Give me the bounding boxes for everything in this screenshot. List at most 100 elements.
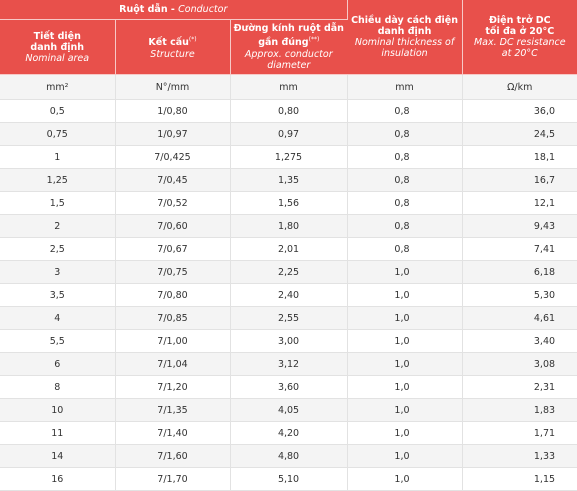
table-cell: 1,0 (347, 375, 463, 399)
table-cell: 1,5 (0, 191, 116, 215)
table-cell: 1,15 (462, 467, 577, 491)
table-cell: 16 (0, 467, 116, 491)
table-cell: 7/1,35 (115, 398, 231, 422)
table-cell: 2,5 (0, 237, 116, 261)
table-cell: 2 (0, 214, 116, 238)
table-cell: 5,5 (0, 329, 116, 353)
table-cell: 3,40 (462, 329, 577, 353)
nominal-area-vi-2: danh định (30, 41, 85, 53)
table-cell: 1,0 (347, 398, 463, 422)
table-row: 5,5 7/1,00 3,00 1,0 3,40 (0, 329, 577, 353)
insulation-header: Chiều dày cách điện danh định Nominal th… (347, 0, 463, 75)
table-row: 3,5 7/0,80 2,40 1,0 5,30 (0, 283, 577, 307)
nominal-area-vi-1: Tiết diện (33, 30, 81, 42)
table-row: 3 7/0,75 2,25 1,0 6,18 (0, 260, 577, 284)
table-cell: 0,8 (347, 168, 463, 192)
resistance-header: Điện trở DC tối đa ở 20°C Max. DC resist… (462, 0, 577, 75)
table-cell: 1,83 (462, 398, 577, 422)
diameter-vi-1: Đường kính ruột dẫn (233, 23, 344, 35)
table-cell: 1,80 (230, 214, 348, 238)
table-cell: 0,97 (230, 122, 348, 146)
unit-cell: mm (347, 74, 463, 100)
resistance-header-en-1: Max. DC resistance (473, 37, 566, 48)
table-cell: 1,0 (347, 283, 463, 307)
table-cell: 14 (0, 444, 116, 468)
table-cell: 7/1,70 (115, 467, 231, 491)
table-cell: 1,0 (347, 306, 463, 330)
unit-cell: N°/mm (115, 74, 231, 100)
table-cell: 0,8 (347, 214, 463, 238)
diameter-header: Đường kính ruột dẫn gần đúng(**) Approx.… (230, 19, 348, 75)
table-row: 2,5 7/0,67 2,01 0,8 7,41 (0, 237, 577, 261)
table-cell: 1,33 (462, 444, 577, 468)
table-row: 1,25 7/0,45 1,35 0,8 16,7 (0, 168, 577, 192)
table-cell: 7,41 (462, 237, 577, 261)
structure-vi: Kết cấu (148, 37, 189, 49)
unit-cell: mm (230, 74, 348, 100)
table-cell: 7/0,85 (115, 306, 231, 330)
table-cell: 7/0,52 (115, 191, 231, 215)
table-cell: 36,0 (462, 99, 577, 123)
table-cell: 4 (0, 306, 116, 330)
table-cell: 2,31 (462, 375, 577, 399)
table-cell: 1,0 (347, 260, 463, 284)
resistance-header-vi-1: Điện trở DC (488, 15, 551, 26)
structure-en: Structure (150, 48, 195, 60)
table-cell: 24,5 (462, 122, 577, 146)
structure-footnote-mark: (*) (188, 36, 197, 44)
table-row: 4 7/0,85 2,55 1,0 4,61 (0, 306, 577, 330)
table-cell: 0,80 (230, 99, 348, 123)
table-cell: 1 (0, 145, 116, 169)
diameter-en-2: diameter (267, 59, 311, 71)
table-cell: 7/0,425 (115, 145, 231, 169)
table-row: 0,75 1/0,97 0,97 0,8 24,5 (0, 122, 577, 146)
table-cell: 2,40 (230, 283, 348, 307)
table-row: 0,5 1/0,80 0,80 0,8 36,0 (0, 99, 577, 123)
table-cell: 2,55 (230, 306, 348, 330)
table-cell: 0,8 (347, 237, 463, 261)
table-cell: 7/1,00 (115, 329, 231, 353)
table-cell: 6 (0, 352, 116, 376)
table-cell: 10 (0, 398, 116, 422)
conductor-group-header: Ruột dẫn - Conductor (0, 0, 348, 20)
unit-cell: mm² (0, 74, 116, 100)
nominal-area-header: Tiết diện danh định Nominal area (0, 19, 116, 75)
table-row: 2 7/0,60 1,80 0,8 9,43 (0, 214, 577, 238)
table-row: 10 7/1,35 4,05 1,0 1,83 (0, 398, 577, 422)
table-cell: 1,0 (347, 352, 463, 376)
table-cell: 1,0 (347, 444, 463, 468)
table-cell: 1/0,97 (115, 122, 231, 146)
table-cell: 18,1 (462, 145, 577, 169)
table-cell: 5,30 (462, 283, 577, 307)
table-cell: 3,08 (462, 352, 577, 376)
table-cell: 1,25 (0, 168, 116, 192)
table-row: 1,5 7/0,52 1,56 0,8 12,1 (0, 191, 577, 215)
table-cell: 4,61 (462, 306, 577, 330)
table-cell: 4,05 (230, 398, 348, 422)
table-cell: 7/1,04 (115, 352, 231, 376)
table-cell: 0,5 (0, 99, 116, 123)
table-cell: 8 (0, 375, 116, 399)
table-cell: 0,8 (347, 99, 463, 123)
table-cell: 5,10 (230, 467, 348, 491)
table-cell: 1,275 (230, 145, 348, 169)
table-cell: 0,75 (0, 122, 116, 146)
table-cell: 3,5 (0, 283, 116, 307)
table-cell: 2,25 (230, 260, 348, 284)
insulation-header-vi-1: Chiều dày cách điện (351, 15, 458, 26)
table-cell: 7/1,60 (115, 444, 231, 468)
table-cell: 1,0 (347, 329, 463, 353)
table-row: 14 7/1,60 4,80 1,0 1,33 (0, 444, 577, 468)
table-cell: 7/1,20 (115, 375, 231, 399)
table-cell: 3,00 (230, 329, 348, 353)
diameter-en-1: Approx. conductor (244, 48, 333, 60)
resistance-header-vi-2: tối đa ở 20°C (485, 26, 555, 37)
table-cell: 12,1 (462, 191, 577, 215)
table-row: 16 7/1,70 5,10 1,0 1,15 (0, 467, 577, 491)
insulation-header-en-1: Nominal thickness of (354, 37, 455, 48)
table-cell: 2,01 (230, 237, 348, 261)
conductor-group-vi: Ruột dẫn (119, 4, 168, 15)
table-cell: 1,0 (347, 467, 463, 491)
table-cell: 1/0,80 (115, 99, 231, 123)
